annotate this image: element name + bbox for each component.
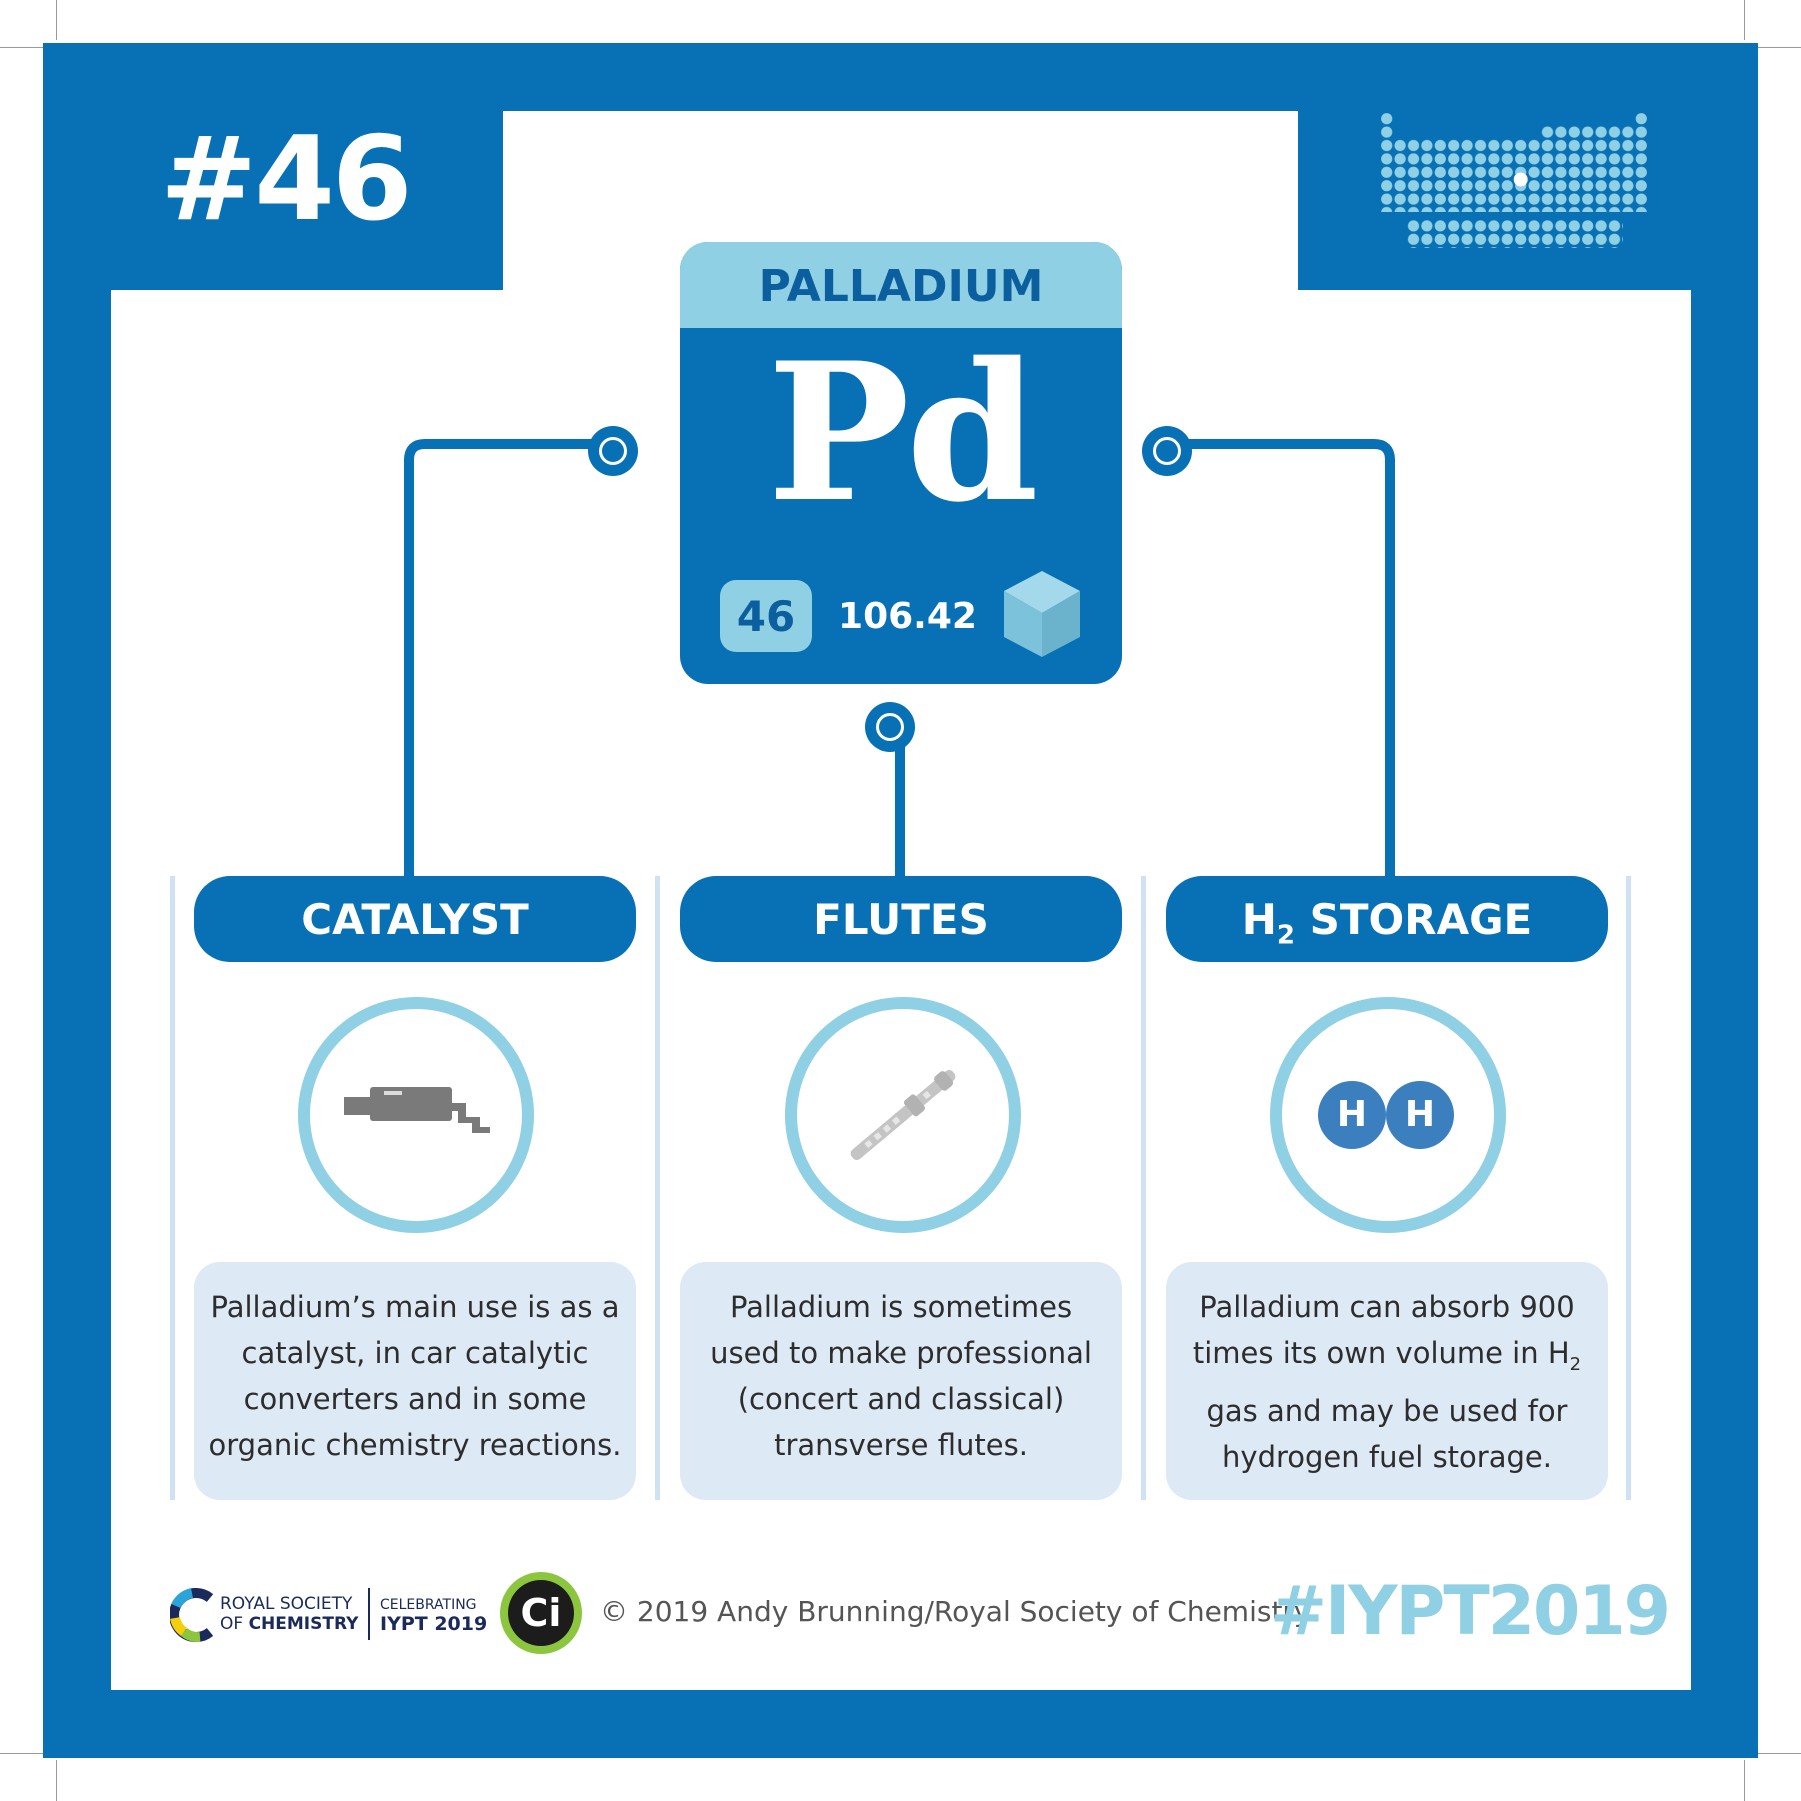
column-divider xyxy=(1626,876,1631,1500)
element-symbol: Pd xyxy=(767,321,1039,544)
solid-state-cube-icon xyxy=(1004,571,1080,657)
use-icon-circle-h2-storage: H H xyxy=(1270,997,1506,1233)
use-description-card-catalyst: Palladium’s main use is as a catalyst, i… xyxy=(194,1262,636,1500)
hydrogen-atom-icon: H xyxy=(1318,1081,1386,1149)
hydrogen-atom-icon: H xyxy=(1386,1081,1454,1149)
ci-logo: Ci xyxy=(500,1572,582,1654)
use-icon-circle-flutes xyxy=(785,997,1021,1233)
periodic-table-icon xyxy=(1380,112,1649,248)
rsc-logo-icon xyxy=(170,1588,214,1642)
description-line: Palladium can absorb 900 xyxy=(1199,1290,1575,1324)
crop-mark xyxy=(1755,1753,1801,1754)
use-title-rest: STORAGE xyxy=(1295,895,1533,944)
atomic-mass: 106.42 xyxy=(838,596,977,637)
crop-mark xyxy=(0,47,46,48)
flute-icon xyxy=(850,1070,956,1160)
column-divider xyxy=(170,876,175,1500)
crop-mark xyxy=(1744,0,1745,40)
use-description: Palladium can absorb 900 times its own v… xyxy=(1180,1284,1594,1484)
use-icon-circle-catalyst xyxy=(298,997,534,1233)
atomic-number: 46 xyxy=(720,580,812,652)
connector-node-center xyxy=(865,702,915,752)
ci-logo-inner: Ci xyxy=(508,1580,574,1646)
crop-mark xyxy=(0,1753,46,1754)
crop-mark xyxy=(56,0,57,40)
use-description-card-h2-storage: Palladium can absorb 900 times its own v… xyxy=(1166,1262,1608,1500)
connector-node-left xyxy=(588,426,638,476)
description-line: gas and may be used for xyxy=(1206,1393,1568,1428)
rsc-name-line2: OF CHEMISTRY xyxy=(220,1614,358,1634)
crop-mark xyxy=(1755,47,1801,48)
element-tile: PALLADIUM Pd 46 106.42 xyxy=(680,242,1122,684)
hydrogen-molecule-icon: H H xyxy=(1318,1081,1458,1149)
use-title-flutes: FLUTES xyxy=(680,876,1122,962)
column-divider xyxy=(1141,876,1146,1500)
atom-label: H xyxy=(1404,1094,1436,1135)
celebrating-label: CELEBRATING xyxy=(380,1597,477,1613)
use-title-catalyst: CATALYST xyxy=(194,876,636,962)
connector-node-right xyxy=(1142,426,1192,476)
panel-corners xyxy=(443,230,1358,290)
ci-logo-text: Ci xyxy=(520,1591,562,1635)
element-name: PALLADIUM xyxy=(758,261,1044,312)
rsc-of: OF xyxy=(220,1614,249,1634)
use-title-subscript: 2 xyxy=(1276,920,1295,951)
use-description-card-flutes: Palladium is sometimes used to make prof… xyxy=(680,1262,1122,1500)
copyright-text: © 2019 Andy Brunning/Royal Society of Ch… xyxy=(600,1595,1311,1628)
description-text: times its own volume in H xyxy=(1192,1336,1570,1370)
description-subscript: 2 xyxy=(1569,1353,1582,1375)
column-divider xyxy=(655,876,660,1500)
use-title-h: H xyxy=(1241,895,1277,944)
connector-lines xyxy=(404,439,1395,878)
element-tile-header xyxy=(680,242,1122,328)
use-description: Palladium’s main use is as a catalyst, i… xyxy=(208,1290,622,1462)
atom-label: H xyxy=(1336,1094,1368,1135)
hashtag: #IYPT2019 xyxy=(1270,1572,1671,1651)
exhaust-pipe-icon xyxy=(344,1087,490,1133)
description-line: times its own volume in H2 xyxy=(1180,1330,1594,1388)
element-number-title: #46 xyxy=(160,112,413,247)
use-title-h2-storage: H2 STORAGE xyxy=(1166,876,1608,962)
iypt-label: IYPT 2019 xyxy=(380,1613,488,1635)
footer-divider xyxy=(368,1588,370,1640)
description-line: hydrogen fuel storage. xyxy=(1222,1439,1552,1474)
rsc-chemistry: CHEMISTRY xyxy=(248,1614,359,1634)
crop-mark xyxy=(1744,1760,1745,1801)
rsc-name-line1: ROYAL SOCIETY xyxy=(220,1594,353,1614)
use-description: Palladium is sometimes used to make prof… xyxy=(710,1290,1092,1462)
crop-mark xyxy=(56,1760,57,1801)
